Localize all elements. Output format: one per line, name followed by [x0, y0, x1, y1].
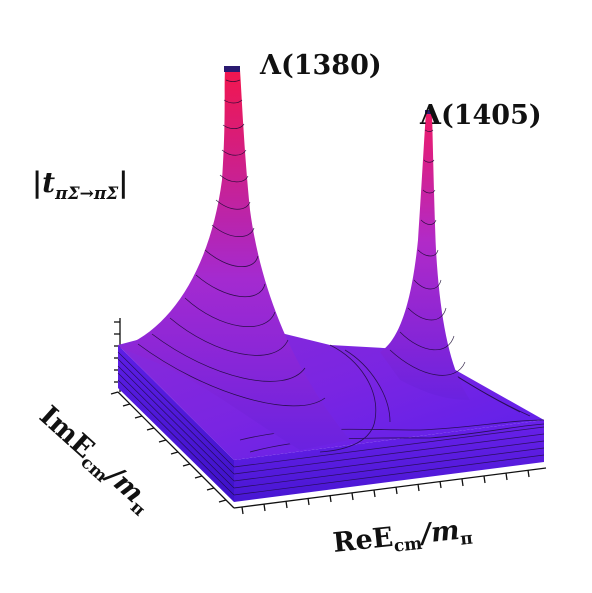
peak-left-label: Λ(1380) — [259, 50, 382, 81]
svg-text:ReEcm/mπ: ReEcm/mπ — [331, 514, 473, 563]
re-axis-label-end-sub: π — [459, 528, 473, 549]
re-axis-label-main: ReE — [331, 522, 394, 559]
z-axis-label-sub: πΣ→πΣ — [54, 184, 119, 204]
z-axis-label-end: | — [118, 166, 128, 199]
re-axis-label-sub: cm — [393, 534, 423, 557]
peak-left-cap — [224, 66, 240, 72]
re-axis-label: ReEcm/mπ — [331, 514, 473, 563]
z-axis-label: |tπΣ→πΣ| — [32, 166, 128, 204]
im-axis-label: ImEcm/mπ — [31, 400, 159, 520]
re-axis-label-end: /m — [417, 515, 461, 550]
z-axis-label-main: |t — [32, 166, 55, 199]
svg-text:ImEcm/mπ: ImEcm/mπ — [31, 400, 159, 520]
peak-right-surface — [380, 112, 470, 400]
peak-right-label: Λ(1405) — [419, 100, 542, 131]
